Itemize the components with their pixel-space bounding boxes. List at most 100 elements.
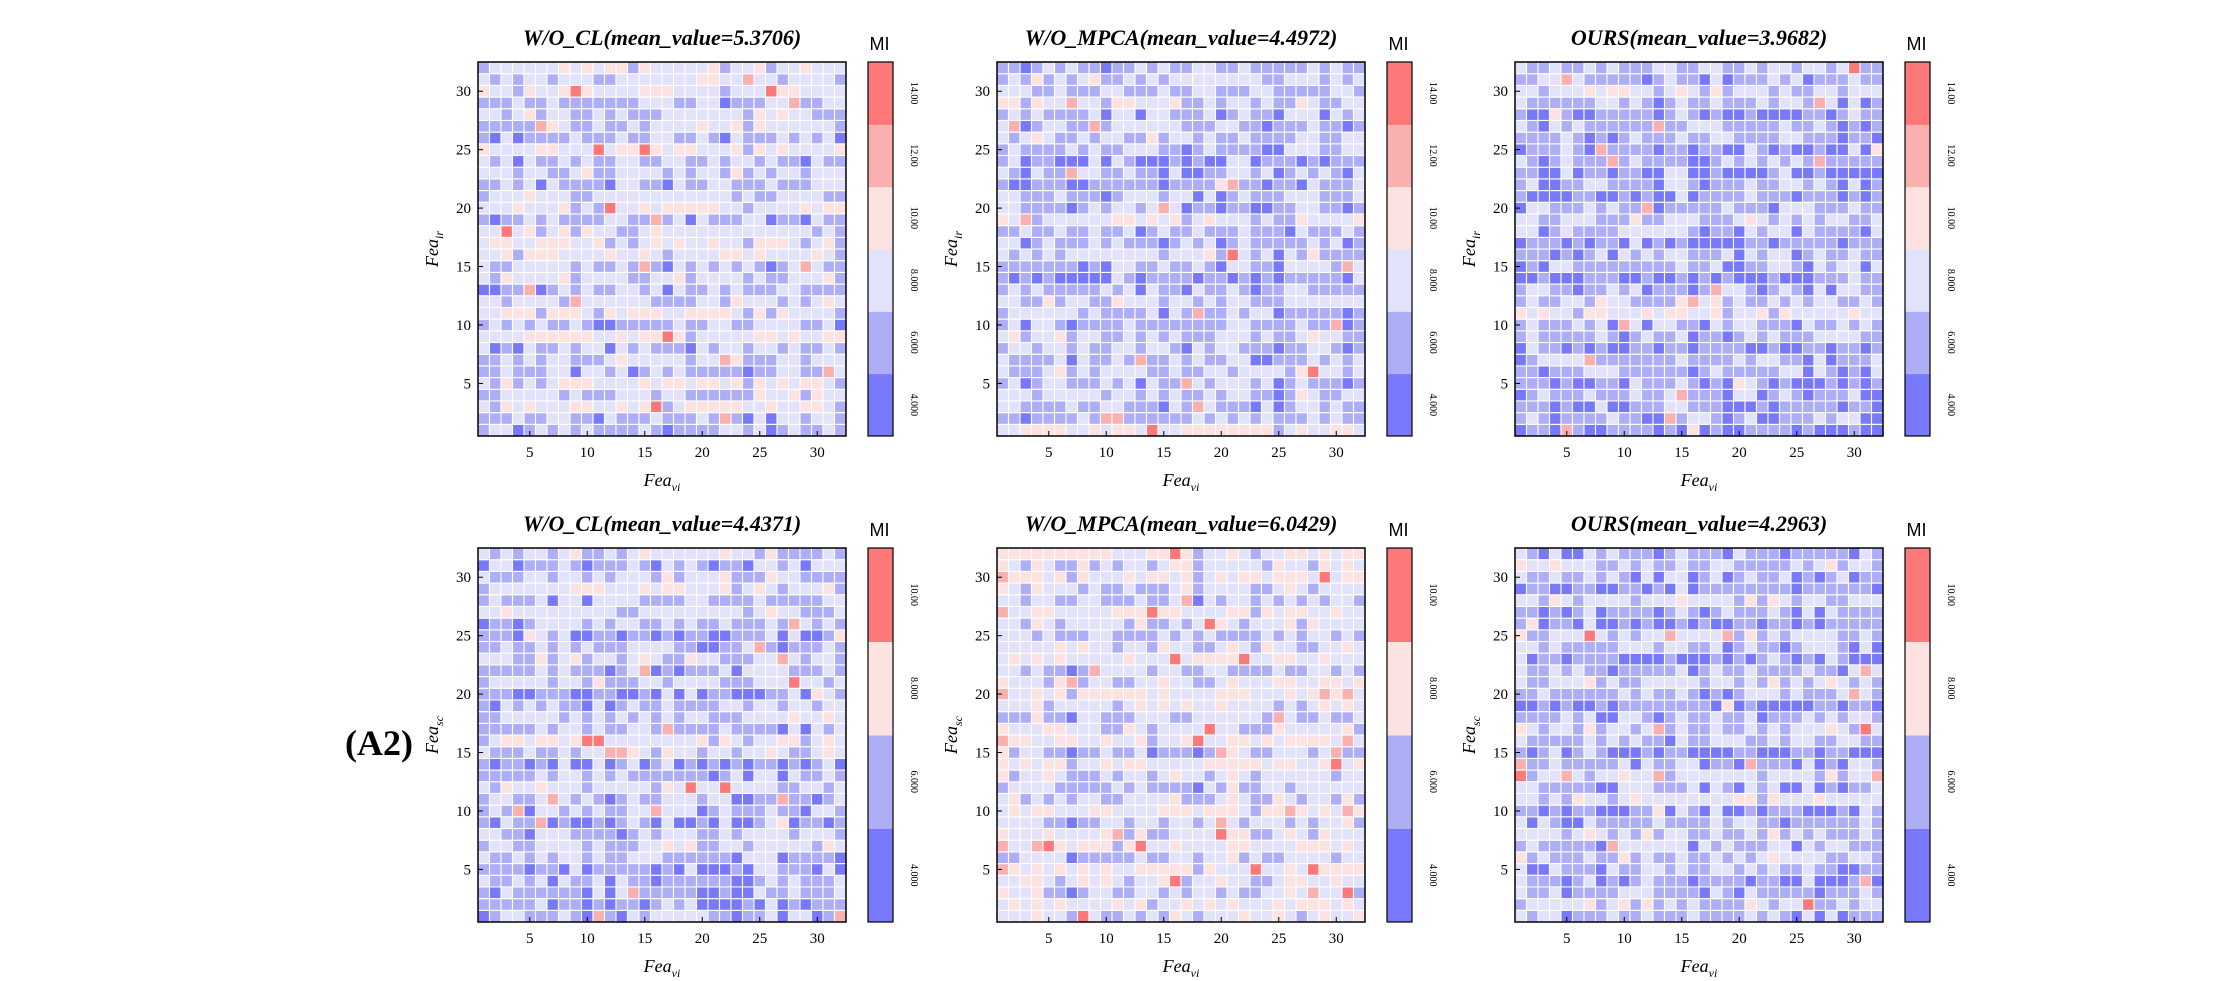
heatmap-cell bbox=[1525, 166, 1539, 180]
heatmap-cell bbox=[1295, 131, 1309, 145]
heatmap-cell bbox=[1594, 353, 1608, 367]
heatmap-cell bbox=[1755, 306, 1769, 320]
heatmap-cell bbox=[787, 676, 801, 689]
heatmap-cell bbox=[1019, 400, 1033, 414]
heatmap-cell bbox=[1203, 260, 1217, 273]
colorbar-frame bbox=[867, 61, 894, 437]
heatmap-cell bbox=[1548, 61, 1562, 75]
heatmap-cell bbox=[684, 225, 698, 238]
heatmap-cell bbox=[1870, 143, 1884, 157]
heatmap-cell bbox=[996, 839, 1010, 853]
heatmap-cell bbox=[649, 201, 663, 215]
heatmap-cell bbox=[592, 582, 606, 596]
heatmap-cell bbox=[1249, 236, 1263, 250]
heatmap-cell bbox=[661, 874, 675, 888]
heatmap-cell bbox=[1295, 804, 1309, 818]
heatmap-cell bbox=[776, 260, 790, 273]
heatmap-cell bbox=[1767, 248, 1781, 262]
heatmap-cell bbox=[1030, 143, 1044, 157]
heatmap-cell bbox=[1537, 96, 1551, 110]
heatmap-cell bbox=[787, 412, 801, 425]
heatmap-cell bbox=[523, 96, 537, 110]
heatmap-cell bbox=[1122, 213, 1136, 227]
heatmap-cell bbox=[1030, 365, 1044, 379]
heatmap-cell bbox=[1571, 388, 1585, 402]
heatmap-cell bbox=[592, 377, 606, 390]
heatmap-cell bbox=[603, 909, 617, 923]
heatmap-cell bbox=[638, 617, 652, 631]
heatmap-cell bbox=[1548, 377, 1562, 390]
heatmap-cell bbox=[672, 909, 686, 923]
heatmap-cell bbox=[684, 248, 698, 262]
heatmap-cell bbox=[546, 886, 560, 900]
heatmap-cell bbox=[741, 73, 755, 86]
heatmap-cell bbox=[1191, 213, 1205, 227]
heatmap-cell bbox=[557, 652, 571, 666]
heatmap-cell bbox=[1191, 61, 1205, 75]
heatmap-cell bbox=[1226, 851, 1240, 865]
heatmap-cell bbox=[1341, 318, 1355, 332]
heatmap-cell bbox=[661, 769, 675, 783]
heatmap-cell bbox=[1732, 248, 1746, 262]
heatmap-cell bbox=[810, 827, 824, 841]
heatmap-cell bbox=[557, 131, 571, 145]
heatmap-cell bbox=[1732, 260, 1746, 273]
heatmap-cell bbox=[672, 365, 686, 379]
heatmap-cell bbox=[1295, 248, 1309, 262]
heatmap-cell bbox=[1870, 190, 1884, 203]
heatmap-cell bbox=[592, 365, 606, 379]
heatmap-cell bbox=[1686, 423, 1700, 437]
heatmap-cell bbox=[1145, 353, 1159, 367]
heatmap-cell bbox=[1042, 318, 1056, 332]
heatmap-cell bbox=[1030, 119, 1044, 133]
heatmap-cell bbox=[1537, 377, 1551, 390]
heatmap-cell bbox=[1525, 61, 1539, 75]
heatmap-cell bbox=[557, 617, 571, 631]
heatmap-cell bbox=[1640, 108, 1654, 121]
heatmap-cell bbox=[1122, 699, 1136, 713]
heatmap-cell bbox=[1272, 676, 1286, 689]
heatmap-cell bbox=[1168, 676, 1182, 689]
heatmap-cell bbox=[500, 711, 514, 724]
heatmap-cell bbox=[799, 617, 813, 631]
heatmap-cell bbox=[753, 306, 767, 320]
heatmap-cell bbox=[1111, 664, 1125, 678]
heatmap-cell bbox=[1755, 178, 1769, 192]
heatmap-cell bbox=[1168, 734, 1182, 748]
heatmap-cell bbox=[1859, 423, 1873, 437]
heatmap-cell bbox=[500, 781, 514, 794]
heatmap-cell bbox=[1019, 388, 1033, 402]
heatmap-cell bbox=[1088, 863, 1102, 876]
heatmap-cell bbox=[1329, 283, 1343, 297]
heatmap-cell bbox=[1767, 201, 1781, 215]
heatmap-cell bbox=[1629, 295, 1643, 308]
heatmap-cell bbox=[477, 330, 491, 344]
heatmap-cell bbox=[1824, 388, 1838, 402]
heatmap-cell bbox=[718, 886, 732, 900]
heatmap-cell bbox=[1675, 154, 1689, 168]
heatmap-cell bbox=[626, 676, 640, 689]
heatmap-cell bbox=[1145, 711, 1159, 724]
heatmap-cell bbox=[603, 781, 617, 794]
heatmap-cell bbox=[799, 664, 813, 678]
heatmap-cell bbox=[1640, 295, 1654, 308]
heatmap-cell bbox=[626, 839, 640, 853]
heatmap-cell bbox=[718, 781, 732, 794]
heatmap-cell bbox=[638, 687, 652, 701]
heatmap-cell bbox=[1237, 687, 1251, 701]
heatmap-cell bbox=[546, 73, 560, 86]
heatmap-cell bbox=[557, 61, 571, 75]
heatmap-cell bbox=[776, 412, 790, 425]
heatmap-cell bbox=[1226, 73, 1240, 86]
heatmap-cell bbox=[1767, 412, 1781, 425]
heatmap-cell bbox=[511, 213, 525, 227]
heatmap-cell bbox=[1283, 851, 1297, 865]
heatmap-cell bbox=[996, 676, 1010, 689]
heatmap-cell bbox=[615, 722, 629, 736]
heatmap-cell bbox=[776, 131, 790, 145]
heatmap-cell bbox=[580, 283, 594, 297]
heatmap-cell bbox=[488, 271, 502, 285]
heatmap-cell bbox=[753, 388, 767, 402]
heatmap-cell bbox=[1203, 816, 1217, 830]
heatmap-cell bbox=[1007, 839, 1021, 853]
